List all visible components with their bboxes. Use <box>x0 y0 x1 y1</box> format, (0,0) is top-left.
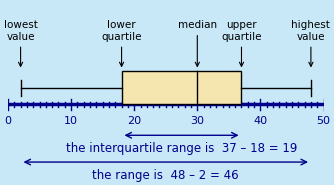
Text: highest
value: highest value <box>292 20 330 66</box>
Text: 30: 30 <box>190 116 204 126</box>
Text: 10: 10 <box>64 116 78 126</box>
Text: the interquartile range is  37 – 18 = 19: the interquartile range is 37 – 18 = 19 <box>66 142 297 155</box>
Text: lowest
value: lowest value <box>4 20 37 66</box>
Text: 20: 20 <box>127 116 141 126</box>
Text: lower
quartile: lower quartile <box>101 20 142 66</box>
Text: 0: 0 <box>4 116 11 126</box>
Text: median: median <box>178 20 217 66</box>
Text: the range is  48 – 2 = 46: the range is 48 – 2 = 46 <box>93 169 239 182</box>
FancyBboxPatch shape <box>122 71 241 104</box>
Text: upper
quartile: upper quartile <box>221 20 262 66</box>
Text: 50: 50 <box>317 116 331 126</box>
Text: 40: 40 <box>254 116 268 126</box>
